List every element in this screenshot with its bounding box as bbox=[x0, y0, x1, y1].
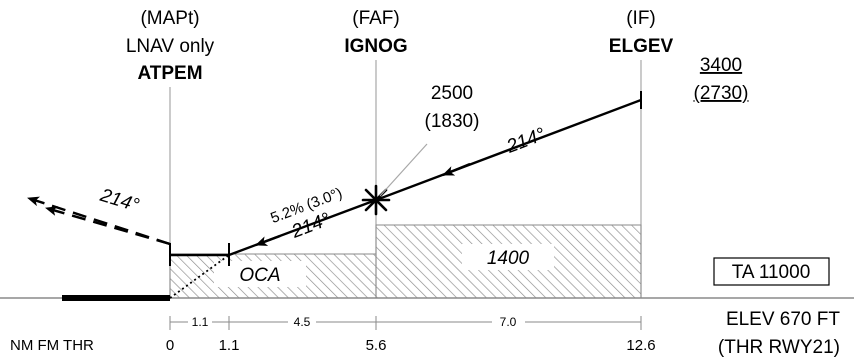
step-altitude-label: 1400 bbox=[487, 248, 530, 269]
distance-tick-1: 1.1 bbox=[219, 337, 240, 354]
faf-altitude-leader bbox=[379, 143, 428, 197]
oca-label: OCA bbox=[239, 265, 280, 286]
initial-arrow-icon bbox=[442, 162, 471, 177]
missed-track-label: 214° bbox=[97, 185, 142, 217]
mapt-fix-name: ATPEM bbox=[137, 63, 202, 84]
distance-row-label: NM FM THR bbox=[10, 337, 94, 354]
distance-segment-1: 1.1 bbox=[192, 315, 209, 329]
ta-box-label: TA 11000 bbox=[732, 262, 811, 283]
faf-altitude: 2500 bbox=[431, 83, 473, 104]
distance-tick-2: 5.6 bbox=[366, 337, 387, 354]
if-height: (2730) bbox=[694, 83, 749, 104]
step-label-bg bbox=[462, 244, 554, 270]
distance-tick-0: 0 bbox=[166, 337, 174, 354]
initial-track-label: 214° bbox=[503, 124, 548, 158]
distance-scale bbox=[169, 316, 642, 330]
elevation-label: ELEV 670 FT bbox=[726, 309, 840, 330]
final-arrow-icon bbox=[255, 234, 281, 247]
ta-box bbox=[713, 257, 830, 286]
faf-height: (1830) bbox=[425, 111, 480, 132]
distance-segment-3: 7.0 bbox=[500, 315, 517, 329]
distance-segment-2: 4.5 bbox=[294, 315, 311, 329]
faf-fix-name: IGNOG bbox=[344, 36, 407, 57]
faf-role-label: (FAF) bbox=[352, 8, 400, 29]
visual-descent-line bbox=[169, 254, 230, 299]
final-segment-track bbox=[228, 198, 377, 257]
if-altitude: 3400 bbox=[700, 55, 742, 76]
missed-approach-track-lower bbox=[45, 206, 171, 246]
if-role-label: (IF) bbox=[626, 8, 656, 29]
mapt-note-label: LNAV only bbox=[126, 36, 215, 57]
if-fix-name: ELGEV bbox=[609, 36, 674, 57]
mapt-role-label: (MAPt) bbox=[140, 8, 199, 29]
distance-tick-3: 12.6 bbox=[626, 337, 655, 354]
initial-segment-track bbox=[375, 98, 642, 202]
threshold-label: (THR RWY21) bbox=[718, 337, 840, 358]
